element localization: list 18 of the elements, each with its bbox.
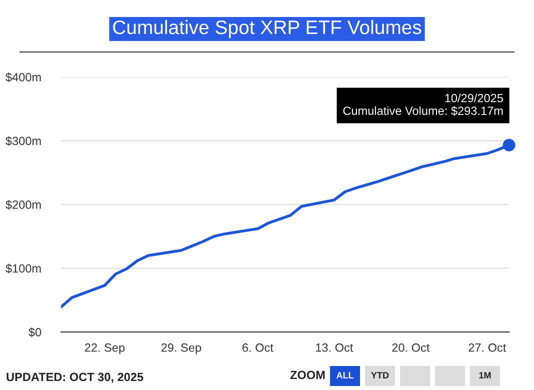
annotation: 10/29/2025 Cumulative Volume: $293.17m: [343, 94, 503, 116]
y-tick-label: $200m: [6, 200, 41, 210]
y-tick-label: $0: [28, 328, 42, 338]
text: YTD: [371, 372, 389, 378]
x-tick-label: 22. Sep: [84, 343, 125, 354]
y-tick-label: $400m: [6, 72, 41, 82]
x-tick-label: 29. Sep: [161, 343, 202, 354]
x-tick-label: 27. Oct: [468, 343, 506, 352]
y-tick-label: $100m: [6, 264, 41, 274]
y-tick-label: $300m: [6, 136, 41, 146]
chart-title: Cumulative Spot XRP ETF Volumes: [113, 20, 422, 38]
x-tick-label: 20. Oct: [392, 343, 430, 352]
x-tick-label: 13. Oct: [316, 343, 354, 352]
text: ALL: [336, 372, 354, 378]
text: UPDATED: OCT 30, 2025: [6, 372, 144, 383]
text: 1M: [479, 372, 491, 378]
text: ZOOM: [290, 370, 325, 380]
x-tick-label: 6. Oct: [242, 343, 274, 352]
